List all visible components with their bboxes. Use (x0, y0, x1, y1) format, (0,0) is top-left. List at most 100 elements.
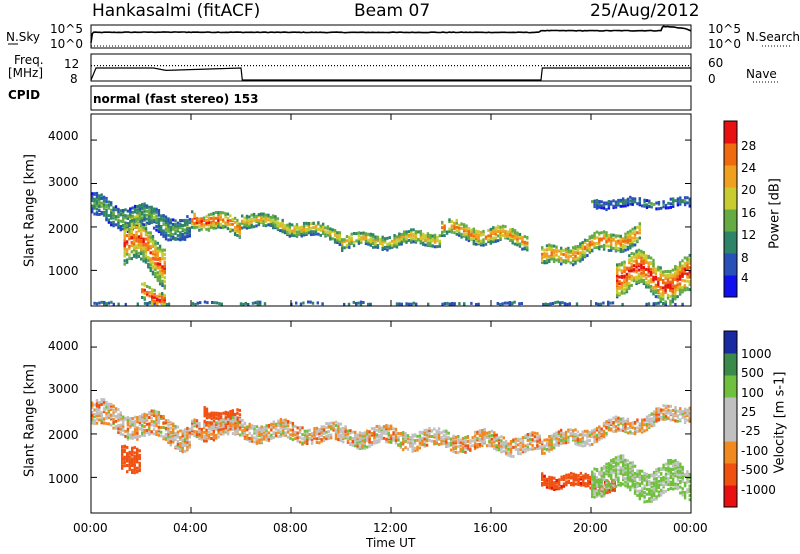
echo-cell (124, 216, 127, 220)
echo-cell (648, 199, 651, 203)
echo-cell (683, 483, 687, 487)
echo-cell (147, 255, 150, 259)
echo-cell (648, 426, 651, 429)
echo-cell (313, 427, 316, 431)
echo-cell (246, 425, 249, 429)
echo-cell (212, 434, 215, 438)
echo-cell (669, 483, 672, 487)
echo-cell (626, 465, 630, 469)
echo-cell (128, 231, 131, 235)
echo-cell (564, 441, 568, 445)
echo-cell (652, 418, 656, 422)
echo-cell (295, 224, 299, 228)
echo-cell (645, 280, 648, 284)
echo-cell (607, 200, 611, 203)
echo-cell (543, 483, 546, 486)
echo-cell (443, 226, 446, 230)
echo-cell (504, 235, 507, 239)
echo-cell (493, 433, 496, 437)
echo-cell (390, 427, 393, 431)
echo-cell (643, 418, 646, 422)
echo-cell (450, 228, 454, 232)
echo-cell (605, 462, 608, 466)
echo-cell (267, 425, 271, 429)
echo-cell (217, 224, 220, 228)
echo-cell (451, 302, 454, 305)
echo-cell (222, 218, 225, 222)
echo-cell (617, 201, 620, 205)
echo-cell (598, 493, 601, 497)
echo-cell (567, 437, 570, 441)
echo-cell (459, 438, 462, 442)
echo-cell (559, 301, 562, 305)
echo-cell (219, 430, 223, 434)
echo-cell (181, 441, 184, 445)
echo-cell (593, 435, 596, 439)
echo-cell (157, 415, 161, 419)
echo-cell (628, 283, 631, 287)
echo-cell (623, 288, 626, 291)
echo-cell (105, 196, 108, 200)
echo-cell (138, 206, 141, 210)
echo-cell (445, 440, 448, 444)
echo-cell (589, 475, 592, 479)
echo-cell (398, 236, 401, 240)
echo-cell (301, 426, 304, 430)
echo-cell (502, 441, 505, 445)
echo-cell (126, 436, 130, 439)
echo-cell (149, 244, 152, 248)
echo-cell (156, 246, 159, 250)
echo-cell (622, 202, 625, 206)
echo-cell (421, 436, 424, 440)
echo-cell (660, 490, 663, 494)
echo-cell (650, 205, 653, 209)
echo-cell (435, 431, 438, 435)
echo-cell (143, 282, 146, 286)
echo-cell (284, 431, 287, 435)
echo-cell (416, 434, 419, 438)
echo-cell (117, 424, 120, 428)
echo-cell (425, 433, 429, 437)
echo-cell (460, 222, 463, 226)
echo-cell (674, 486, 677, 490)
echo-cell (91, 210, 94, 214)
power-colorbar-segment (724, 165, 737, 188)
echo-cell (624, 425, 627, 429)
echo-cell (633, 236, 637, 240)
echo-cell (681, 487, 684, 491)
echo-cell (381, 246, 384, 249)
echo-cell (137, 237, 141, 241)
echo-cell (158, 265, 162, 269)
echo-cell (231, 415, 235, 419)
echo-cell (200, 433, 203, 437)
echo-cell (624, 480, 627, 484)
echo-cell (375, 428, 378, 432)
echo-cell (122, 428, 125, 432)
echo-cell (133, 435, 137, 439)
echo-cell (448, 220, 451, 223)
echo-cell (132, 242, 136, 246)
echo-cell (234, 414, 237, 418)
echo-cell (289, 428, 292, 432)
echo-cell (262, 429, 266, 433)
echo-cell (248, 223, 251, 227)
echo-cell (137, 255, 141, 258)
echo-cell (174, 226, 177, 230)
echo-cell (605, 431, 608, 435)
echo-cell (676, 475, 680, 479)
echo-cell (138, 449, 141, 453)
echo-cell (643, 495, 646, 499)
echo-cell (337, 428, 340, 432)
echo-cell (150, 423, 153, 427)
echo-cell (479, 243, 483, 247)
echo-cell (629, 476, 632, 480)
echo-cell (672, 197, 675, 201)
echo-cell (657, 284, 660, 288)
echo-cell (620, 287, 624, 291)
echo-cell (617, 472, 620, 476)
echo-cell (655, 412, 658, 416)
echo-cell (649, 280, 653, 284)
echo-cell (183, 428, 187, 432)
echo-cell (612, 465, 615, 469)
echo-cell (141, 290, 144, 294)
